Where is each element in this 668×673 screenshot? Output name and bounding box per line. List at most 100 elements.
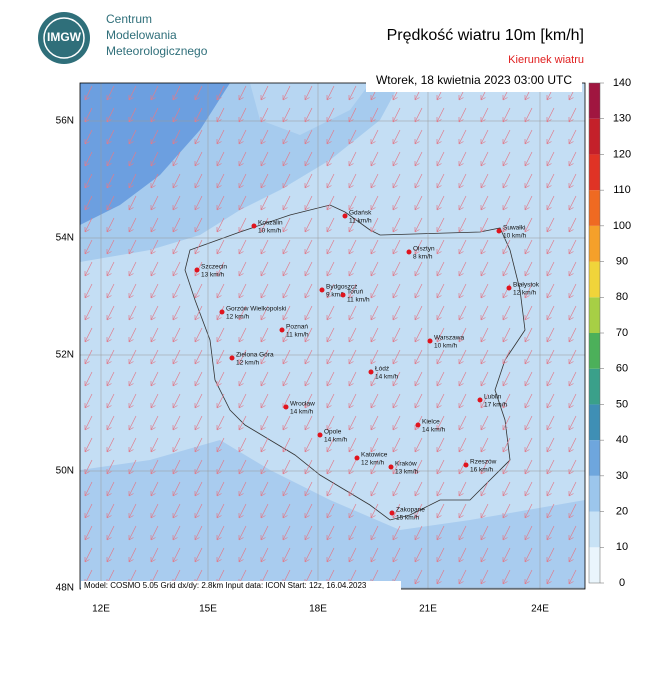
city-name: Lublin	[484, 394, 502, 401]
wind-arrow	[392, 349, 401, 365]
city-dot	[463, 462, 469, 468]
wind-arrow	[260, 393, 269, 409]
colorbar-segment	[589, 190, 600, 226]
wind-arrow	[524, 415, 533, 431]
wind-arrow	[239, 592, 246, 606]
wind-arrow	[414, 459, 423, 475]
wind-arrow	[128, 327, 137, 343]
colorbar-segment	[589, 404, 600, 441]
wind-arrow	[414, 525, 423, 541]
wind-arrow	[326, 371, 335, 387]
wind-arrow	[502, 437, 511, 453]
wind-arrow	[128, 547, 137, 563]
wind-arrow	[282, 547, 291, 563]
wind-arrow	[128, 283, 137, 299]
date-box	[366, 70, 582, 92]
colorbar-label: 90	[616, 255, 628, 267]
wind-arrow	[502, 173, 511, 189]
wind-arrow	[370, 107, 379, 123]
wind-arrow	[480, 107, 489, 123]
wind-arrow	[524, 217, 533, 233]
colorbar-segment	[589, 333, 600, 369]
wind-arrow	[194, 151, 203, 167]
wind-arrow	[238, 459, 247, 475]
wind-arrow	[216, 481, 225, 497]
wind-arrow	[348, 217, 357, 233]
wind-arrow	[216, 195, 225, 211]
city-name: Kraków	[395, 461, 417, 468]
wind-arrow	[370, 173, 379, 189]
wind-arrow	[370, 239, 379, 255]
wind-arrow	[458, 547, 467, 563]
wind-arrow	[150, 107, 159, 123]
wind-arrow	[392, 129, 401, 145]
wind-arrow	[458, 173, 467, 189]
city-name: Zielona Góra	[236, 352, 274, 359]
wind-arrow	[106, 459, 115, 475]
colorbar-label: 100	[613, 220, 631, 232]
wind-arrow	[216, 371, 225, 387]
wind-arrow	[546, 305, 555, 321]
wind-arrow	[436, 217, 445, 233]
wind-arrow	[503, 592, 510, 606]
city-speed: 17 km/h	[484, 402, 508, 409]
wind-arrow	[216, 85, 225, 101]
wind-arrow	[150, 283, 159, 299]
wind-arrow	[436, 129, 445, 145]
wind-arrow	[128, 217, 137, 233]
wind-arrow	[480, 129, 489, 145]
wind-arrow	[524, 195, 533, 211]
wind-arrow	[348, 195, 357, 211]
wind-arrow	[128, 107, 137, 123]
wind-arrow	[458, 239, 467, 255]
wind-arrow	[260, 195, 269, 211]
colorbar-segment	[589, 225, 600, 262]
wind-arrow	[480, 261, 489, 277]
wind-arrow	[436, 437, 445, 453]
wind-arrow	[458, 569, 467, 585]
wind-arrow	[216, 327, 225, 343]
wind-arrow	[282, 217, 291, 233]
wind-arrow	[546, 481, 555, 497]
wind-arrow	[238, 393, 247, 409]
colorbar: 0 10 20 30 40 50 60 70 80 90 100 110 120 130 140	[588, 77, 631, 589]
wind-arrow	[194, 305, 203, 321]
wind-arrow	[282, 239, 291, 255]
wind-arrow	[216, 239, 225, 255]
logo-text: IMGW	[47, 30, 82, 44]
wind-arrow	[524, 239, 533, 255]
city-name: Poznań	[286, 324, 308, 331]
city-dot	[251, 223, 257, 229]
city-dot	[506, 285, 512, 291]
wind-arrow	[458, 305, 467, 321]
wind-arrow	[260, 305, 269, 321]
wind-arrow	[216, 173, 225, 189]
wind-arrow	[282, 107, 291, 123]
wind-arrow	[216, 107, 225, 123]
wind-arrow	[304, 415, 313, 431]
wind-arrow	[238, 415, 247, 431]
wind-arrow	[502, 393, 511, 409]
wind-arrow	[326, 437, 335, 453]
wind-arrow	[217, 592, 224, 606]
wind-arrow	[436, 371, 445, 387]
city-speed: 10 km/h	[434, 343, 458, 350]
wind-arrow	[282, 283, 291, 299]
wind-arrow	[304, 459, 313, 475]
wind-arrow	[348, 459, 357, 475]
wind-arrow	[326, 547, 335, 563]
wind-arrow	[568, 349, 577, 365]
wind-arrow	[304, 217, 313, 233]
wind-arrow	[436, 569, 445, 585]
sweden-land	[250, 83, 370, 135]
axes: 56N 54N 52N 50N 48N 12E 15E 18E 21E 24E	[56, 116, 550, 615]
city-speed: 12 km/h	[226, 314, 250, 321]
wind-arrow	[392, 481, 401, 497]
wind-arrow	[524, 173, 533, 189]
wind-arrow	[216, 459, 225, 475]
wind-arrow	[348, 327, 357, 343]
wind-arrow	[282, 503, 291, 519]
wind-arrow	[172, 459, 181, 475]
wind-arrow	[436, 305, 445, 321]
wind-arrow	[436, 195, 445, 211]
